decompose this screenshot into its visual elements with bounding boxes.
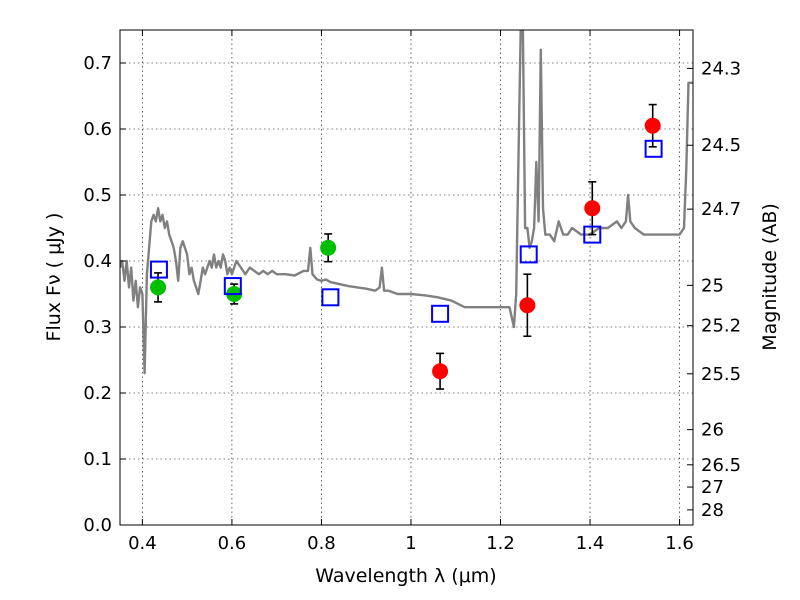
x-axis-title: Wavelength λ (μm)	[315, 565, 496, 587]
y-tick-label: 0.6	[83, 119, 112, 140]
x-tick-label: 1.4	[576, 533, 605, 554]
y2-tick-label: 27	[701, 477, 724, 498]
model-photometry-square	[583, 225, 602, 244]
x-tick-label: 1.2	[486, 533, 515, 554]
y-tick-label: 0.4	[83, 251, 112, 272]
green-data-point	[150, 279, 167, 296]
y2-axis-title: Magnitude (AB)	[759, 203, 781, 351]
red-data-point	[644, 117, 661, 134]
red-data-point	[584, 200, 601, 217]
x-tick-label: 1	[405, 533, 416, 554]
y-tick-label: 0.1	[83, 449, 112, 470]
red-data-point	[432, 363, 449, 380]
y-tick-label: 0.0	[83, 515, 112, 536]
y-tick-label: 0.5	[83, 185, 112, 206]
y2-tick-label: 26	[701, 420, 724, 441]
model-photometry-square	[519, 245, 538, 264]
plot-frame	[119, 29, 694, 526]
y-tick-label: 0.3	[83, 317, 112, 338]
model-photometry-square	[644, 139, 663, 158]
y-axis-title: Flux Fν ( μJy )	[43, 213, 65, 342]
y2-tick-label: 24.7	[701, 199, 741, 220]
y2-tick-label: 24.3	[701, 58, 741, 79]
grid	[120, 30, 693, 526]
x-tick-label: 0.6	[218, 533, 247, 554]
y2-tick-label: 24.5	[701, 135, 741, 156]
y-tick-label: 0.2	[83, 383, 112, 404]
x-tick-label: 0.4	[128, 533, 157, 554]
tick-labels: 0.4 0.6 0.8 1 1.2 1.4 1.6 0.0 0.1 0.2 0.3 0.4 0.5 0.6…	[83, 53, 741, 554]
model-spectrum-layer	[120, 30, 693, 375]
data-points-layer	[149, 103, 663, 390]
x-tick-label: 1.6	[665, 533, 694, 554]
green-data-point	[320, 239, 337, 256]
y2-tick-label: 28	[701, 500, 724, 521]
red-data-point	[519, 297, 536, 314]
y2-tick-label: 26.5	[701, 455, 741, 476]
y2-tick-label: 25.5	[701, 364, 741, 385]
x-tick-label: 0.8	[307, 533, 336, 554]
model-photometry-square	[149, 260, 168, 279]
y2-tick-label: 25.2	[701, 316, 741, 337]
model-spectrum-line	[120, 30, 693, 375]
y2-tick-label: 25	[701, 275, 724, 296]
model-photometry-square	[321, 288, 340, 307]
model-photometry-square	[431, 304, 450, 323]
y-tick-label: 0.7	[83, 53, 112, 74]
model-photometry-square	[223, 277, 242, 296]
